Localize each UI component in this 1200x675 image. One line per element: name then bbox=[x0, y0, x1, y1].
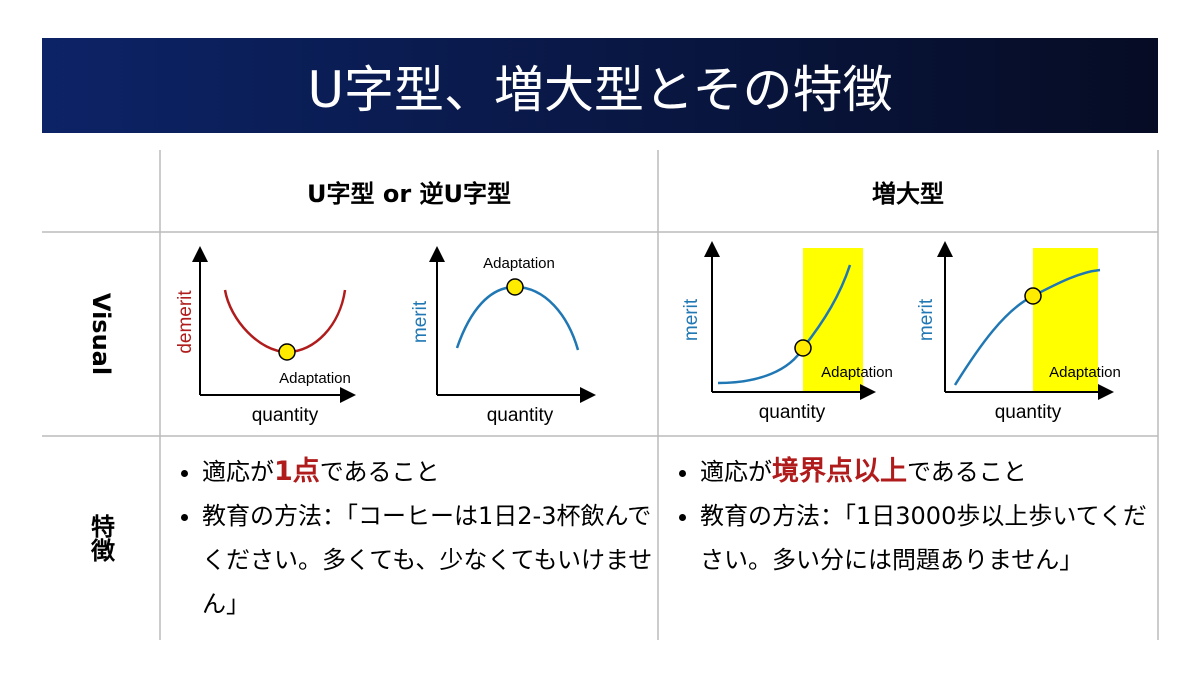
bullet: 教育の方法：「コーヒーは1日2-3杯飲んでください。多くても、少なくてもいけませ… bbox=[202, 494, 657, 626]
diagram: Adaptation quantity merit bbox=[916, 241, 1121, 423]
title: U字型、増大型とその特徴 bbox=[42, 38, 1158, 133]
feature-list: 適応が1点であること 教育の方法：「コーヒーは1日2-3杯飲んでください。多くて… bbox=[164, 450, 657, 626]
text: であること bbox=[907, 458, 1027, 486]
text: 適応が bbox=[202, 458, 274, 486]
emphasis: 境界点以上 bbox=[772, 456, 907, 487]
x-label: quantity bbox=[759, 402, 826, 423]
point-label: Adaptation bbox=[279, 370, 351, 387]
text: 教育の方法：「1日3000歩以上歩いてください。多い分には問題ありません」 bbox=[700, 502, 1147, 574]
grid bbox=[42, 150, 1159, 640]
point-label: Adaptation bbox=[1049, 364, 1121, 381]
column-header: 増大型 bbox=[872, 179, 944, 208]
point-label: Adaptation bbox=[821, 364, 893, 381]
diagram: Adaptation quantity demerit bbox=[175, 246, 356, 426]
y-label: merit bbox=[410, 300, 431, 343]
y-label: demerit bbox=[175, 290, 196, 354]
emphasis: 1点 bbox=[274, 456, 320, 487]
bullet: 適応が境界点以上であること bbox=[700, 450, 1160, 494]
bullet: 教育の方法：「1日3000歩以上歩いてください。多い分には問題ありません」 bbox=[700, 494, 1160, 582]
x-label: quantity bbox=[252, 405, 319, 426]
row-label: 特徴 bbox=[86, 514, 115, 562]
point-label: Adaptation bbox=[483, 255, 555, 272]
text: であること bbox=[319, 458, 440, 486]
feature-list: 適応が境界点以上であること 教育の方法：「1日3000歩以上歩いてください。多い… bbox=[662, 450, 1160, 582]
x-label: quantity bbox=[487, 405, 554, 426]
diagram: Adaptation quantity merit bbox=[410, 246, 596, 426]
row-label: Visual bbox=[86, 292, 115, 376]
y-label: merit bbox=[916, 298, 937, 341]
bullet: 適応が1点であること bbox=[202, 450, 657, 494]
x-label: quantity bbox=[995, 402, 1062, 423]
text: 教育の方法：「コーヒーは1日2-3杯飲んでください。多くても、少なくてもいけませ… bbox=[202, 502, 653, 618]
column-header: U字型 or 逆U字型 bbox=[306, 179, 511, 208]
diagram: Adaptation quantity merit bbox=[681, 241, 893, 423]
y-label: merit bbox=[681, 298, 702, 341]
text: 適応が bbox=[700, 458, 772, 486]
